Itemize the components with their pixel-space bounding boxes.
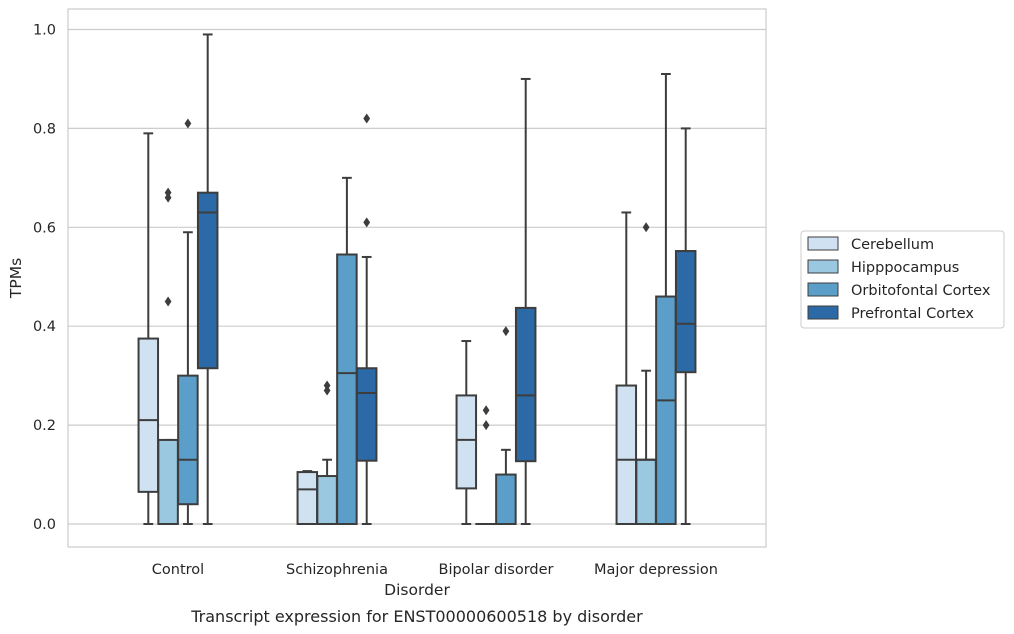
box-iqr — [495, 473, 517, 525]
box-iqr — [157, 438, 179, 525]
box-cerebellum — [615, 211, 638, 526]
legend-swatch — [807, 282, 839, 297]
box-prefrontal-cortex — [196, 33, 219, 525]
outlier-point — [164, 187, 172, 198]
box-cerebellum — [296, 470, 319, 526]
box-iqr — [674, 250, 697, 374]
legend-swatch — [807, 236, 839, 251]
box-orbitofontal-cortex — [177, 118, 199, 525]
box-orbitofontal-cortex — [495, 326, 517, 525]
outlier-point — [363, 217, 371, 228]
outlier-point — [502, 326, 510, 337]
legend: Cerebellum Hipppocampus Orbitofontal Corte… — [800, 230, 1005, 329]
plot-frame — [67, 8, 767, 548]
legend-items: Cerebellum Hipppocampus Orbitofontal Corte… — [807, 236, 991, 322]
box-iqr — [615, 384, 638, 526]
outlier-point — [482, 420, 490, 431]
legend-swatch — [807, 305, 839, 320]
y-tick-label: 0.0 — [33, 517, 56, 533]
x-tick-label: Control — [152, 562, 204, 578]
box-iqr — [196, 191, 219, 370]
y-tick-label: 0.2 — [33, 418, 56, 434]
box-iqr — [655, 295, 677, 525]
box-hipppocampus — [157, 187, 179, 525]
box-cerebellum — [137, 132, 160, 525]
outlier-point — [323, 380, 331, 391]
outlier-point — [642, 222, 650, 233]
x-tick-label: Bipolar disorder — [439, 562, 554, 578]
x-axis-label: Disorder — [384, 581, 450, 599]
box-iqr — [336, 253, 358, 525]
y-tick-label: 0.4 — [33, 319, 56, 335]
outlier-point — [482, 405, 490, 416]
legend-label: Orbitofontal Cortex — [851, 283, 991, 299]
outlier-point — [164, 296, 172, 307]
box-iqr — [455, 394, 478, 490]
legend-frame — [800, 230, 1005, 329]
outlier-point — [363, 113, 371, 124]
box-prefrontal-cortex — [355, 113, 378, 525]
y-tick-label: 0.6 — [33, 220, 56, 236]
box-iqr — [355, 367, 378, 462]
box-iqr — [635, 458, 657, 525]
outlier-point — [184, 118, 192, 129]
legend-swatch — [807, 259, 839, 274]
box-prefrontal-cortex — [514, 77, 537, 525]
y-tick-labels: 0.0 0.2 0.4 0.6 0.8 1.0 — [33, 23, 56, 534]
x-tick-label: Major depression — [594, 562, 718, 578]
y-axis-label: TPMs — [7, 258, 25, 299]
box-hipppocampus — [635, 222, 657, 525]
x-tick-labels: Control Schizophrenia Bipolar disorder Majo… — [152, 562, 718, 578]
box-iqr — [137, 337, 160, 493]
y-tick-label: 1.0 — [33, 23, 56, 39]
box-hipppocampus — [316, 380, 338, 526]
x-tick-label: Schizophrenia — [286, 562, 388, 578]
box-orbitofontal-cortex — [336, 176, 358, 525]
box-iqr — [316, 475, 338, 526]
chart-caption: Transcript expression for ENST0000060051… — [190, 607, 643, 626]
box-cerebellum — [455, 340, 478, 525]
box-orbitofontal-cortex — [655, 73, 677, 525]
box-iqr — [177, 374, 199, 506]
box-hipppocampus — [475, 405, 497, 526]
legend-label: Hipppocampus — [851, 260, 959, 276]
box-iqr — [296, 471, 319, 526]
box-iqr — [514, 306, 537, 463]
legend-label: Cerebellum — [851, 237, 934, 253]
y-tick-label: 0.8 — [33, 121, 56, 137]
boxes — [137, 33, 697, 526]
box-prefrontal-cortex — [674, 127, 697, 525]
legend-label: Prefrontal Cortex — [851, 306, 974, 322]
